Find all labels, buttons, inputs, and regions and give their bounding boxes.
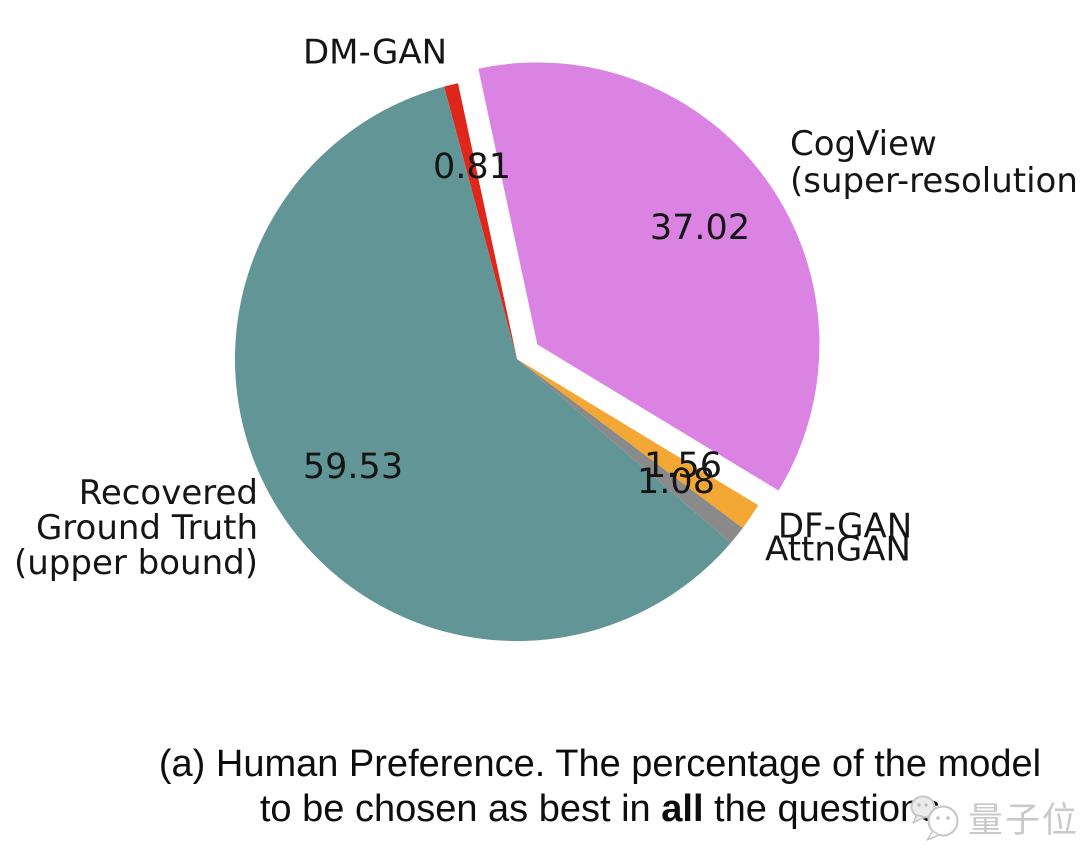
slice-label-rgt-line3: (upper bound) xyxy=(13,543,258,583)
pie-slice-attngan xyxy=(517,359,743,543)
chat-bubbles-icon xyxy=(910,795,959,841)
caption-line2-prefix: to be chosen as best in xyxy=(259,788,662,830)
caption-line1: (a) Human Preference. The percentage of … xyxy=(158,743,1042,785)
slice-value-attngan: 1.08 xyxy=(637,462,715,502)
slice-label-attngan: AttnGAN xyxy=(765,529,911,570)
pie-chart xyxy=(235,62,820,642)
slice-label-rgt-line1: Recovered xyxy=(78,473,258,513)
slice-value-dm-gan: 0.81 xyxy=(433,147,511,187)
slice-value-recovered-ground-truth: 59.53 xyxy=(302,447,404,487)
watermark: 量子位 xyxy=(908,792,1079,843)
slice-label-df-gan: DF-GAN xyxy=(777,506,913,547)
slice-label-rgt-line2: Ground Truth xyxy=(35,508,258,548)
slice-label-recovered-ground-truth: Recovered Ground Truth (upper bound) xyxy=(14,476,258,581)
pie-slice-df-gan xyxy=(517,359,759,528)
pie-slice-dm-gan xyxy=(444,83,517,359)
caption-line2-bold: all xyxy=(661,788,704,830)
watermark-text: 量子位 xyxy=(968,801,1080,841)
caption-line2: to be chosen as best in all the question… xyxy=(159,787,1041,832)
slice-label-cogview-line1: CogView xyxy=(790,124,937,164)
pie-slices-group xyxy=(235,62,820,642)
pie-slice-recovered-ground-truth xyxy=(235,86,731,642)
slice-value-df-gan: 1.56 xyxy=(644,446,722,486)
slice-label-cogview: CogView (super-resolution) xyxy=(790,126,1080,200)
figure-caption: (a) Human Preference. The percentage of … xyxy=(159,742,1041,832)
caption-line2-suffix: the questions xyxy=(703,788,941,830)
slice-label-cogview-line2: (super-resolution) xyxy=(790,161,1080,201)
slice-value-cogview: 37.02 xyxy=(649,208,751,248)
pie-slice-cogview xyxy=(478,62,820,491)
slice-label-dm-gan: DM-GAN xyxy=(302,32,448,73)
